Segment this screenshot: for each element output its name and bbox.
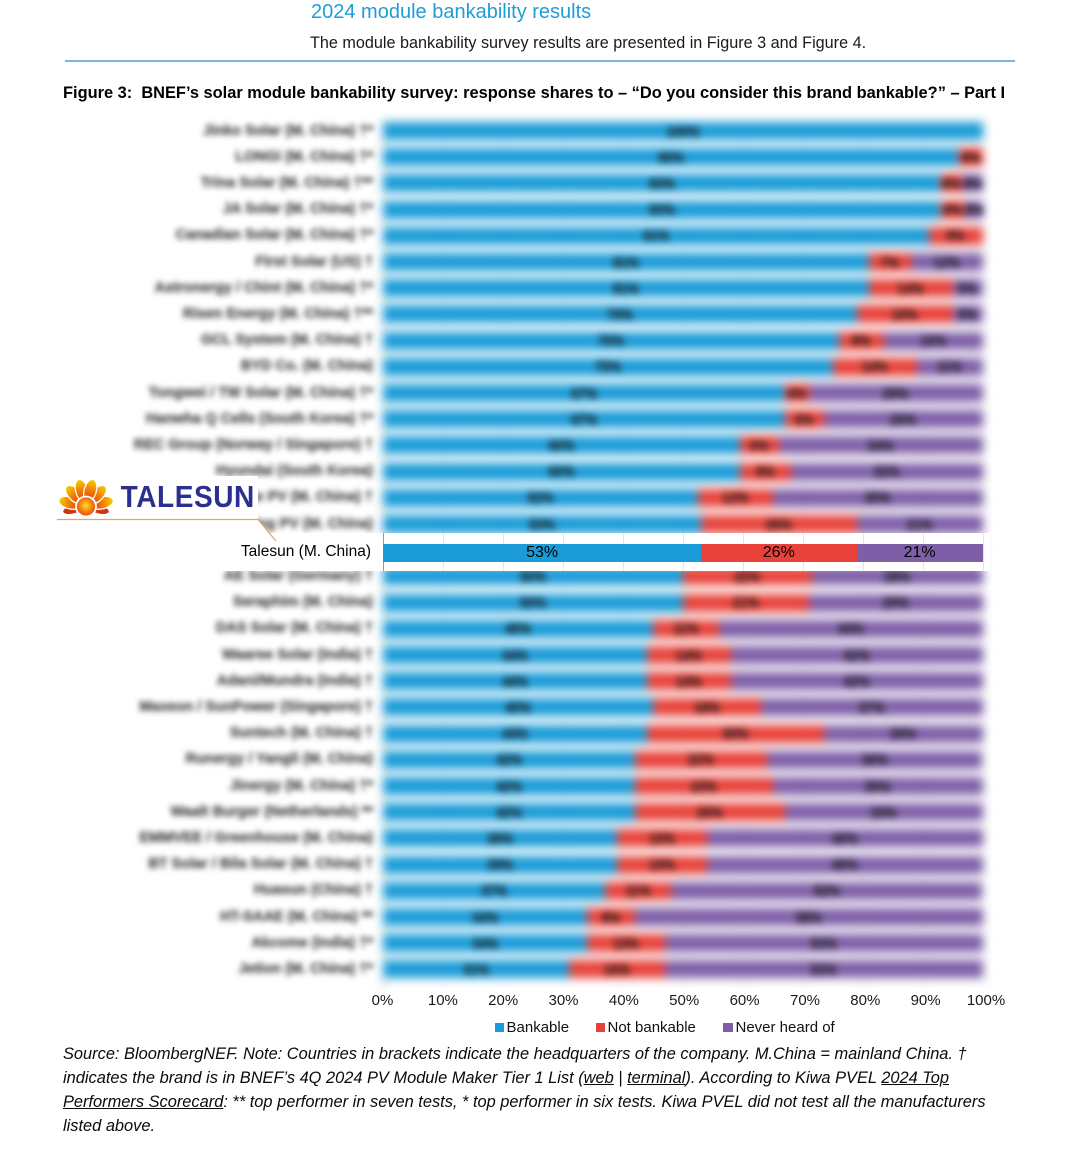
- svg-text:TALESUN: TALESUN: [121, 480, 255, 514]
